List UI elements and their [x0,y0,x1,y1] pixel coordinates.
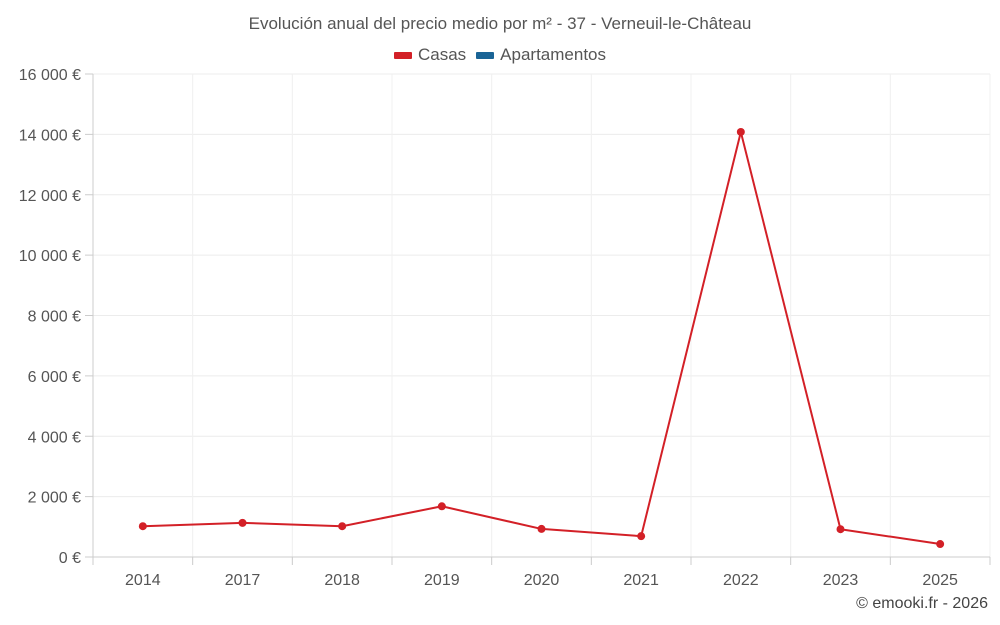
y-tick-label: 8 000 € [28,309,81,326]
data-point-casas[interactable] [936,540,945,549]
data-point-casas[interactable] [437,502,446,511]
data-point-casas[interactable] [338,522,347,531]
x-tick-label: 2023 [823,572,859,589]
y-tick-label: 16 000 € [19,67,81,84]
y-tick-label: 14 000 € [19,127,81,144]
data-point-casas[interactable] [138,522,147,531]
x-tick-label: 2022 [723,572,759,589]
legend-swatch-apartamentos [476,51,495,59]
legend-item-apartamentos[interactable]: Apartamentos [476,45,606,65]
series-line-casas [142,130,941,546]
chart-title: Evolución anual del precio medio por m² … [248,14,752,33]
x-tick-label: 2018 [324,572,360,589]
credit-text: © emooki.fr - 2026 [856,595,988,612]
data-point-casas[interactable] [637,532,646,541]
x-tick-label: 2020 [524,572,560,589]
y-tick-label: 2 000 € [28,490,81,507]
data-point-casas[interactable] [238,518,247,527]
legend-swatch-casas [393,51,412,59]
legend-label-casas: Casas [417,45,467,64]
x-tick-label: 2021 [623,572,659,589]
chart-legend: Casas Apartamentos [0,45,1000,65]
data-point-casas[interactable] [736,127,745,136]
y-tick-label: 6 000 € [28,369,81,386]
x-tick-label: 2025 [922,572,958,589]
x-tick-label: 2019 [424,572,460,589]
x-tick-label: 2014 [125,572,161,589]
data-point-casas[interactable] [836,525,845,534]
y-tick-label: 4 000 € [28,429,81,446]
y-tick-label: 12 000 € [19,188,81,205]
x-tick-label: 2017 [225,572,261,589]
legend-label-apartamentos: Apartamentos [500,45,607,64]
data-point-casas[interactable] [537,524,546,533]
legend-item-casas[interactable]: Casas [393,45,467,65]
y-tick-label: 10 000 € [19,248,81,265]
y-tick-label: 0 € [59,550,81,567]
